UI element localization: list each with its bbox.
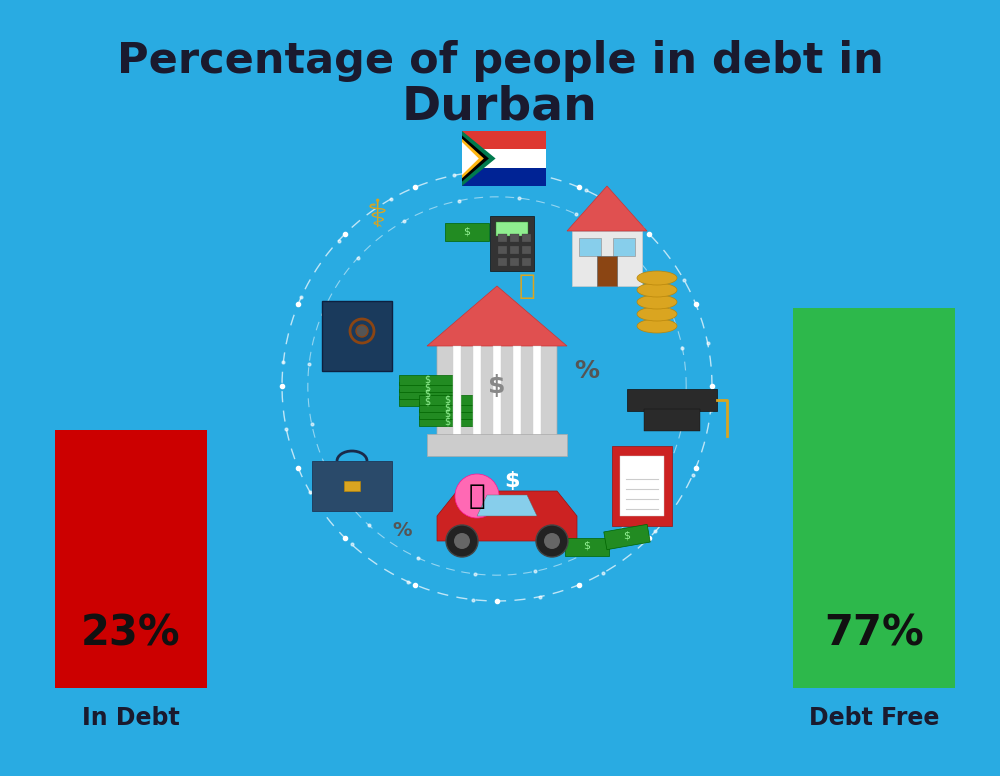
- Text: $: $: [464, 226, 471, 236]
- Bar: [462, 149, 546, 168]
- Polygon shape: [477, 495, 537, 516]
- Text: $: $: [584, 541, 590, 551]
- Text: $: $: [444, 395, 450, 405]
- Text: $: $: [624, 531, 631, 541]
- Bar: [473, 346, 481, 436]
- Bar: [490, 216, 534, 271]
- Bar: [399, 396, 455, 406]
- Bar: [462, 168, 546, 186]
- Polygon shape: [437, 491, 577, 541]
- Bar: [522, 258, 531, 266]
- Bar: [344, 481, 360, 491]
- Circle shape: [536, 525, 568, 557]
- Text: $: $: [444, 409, 450, 419]
- Bar: [579, 238, 601, 256]
- Polygon shape: [462, 131, 496, 186]
- Text: 🗝: 🗝: [519, 272, 535, 300]
- Circle shape: [446, 525, 478, 557]
- Text: $: $: [424, 375, 430, 385]
- Text: %: %: [392, 521, 412, 541]
- Bar: [322, 301, 392, 371]
- Bar: [419, 409, 475, 419]
- Bar: [399, 389, 455, 399]
- Bar: [510, 258, 519, 266]
- Polygon shape: [437, 326, 557, 436]
- Ellipse shape: [637, 319, 677, 333]
- Text: 🐷: 🐷: [469, 482, 485, 510]
- Bar: [604, 525, 650, 549]
- Bar: [513, 346, 521, 436]
- Bar: [445, 223, 489, 241]
- Ellipse shape: [637, 271, 677, 285]
- Text: $: $: [444, 402, 450, 412]
- Text: 23%: 23%: [81, 612, 181, 654]
- Polygon shape: [462, 142, 479, 175]
- Polygon shape: [462, 135, 489, 182]
- Bar: [522, 234, 531, 242]
- Text: $: $: [424, 382, 430, 392]
- Bar: [572, 231, 642, 286]
- Bar: [644, 409, 700, 431]
- Bar: [419, 416, 475, 426]
- Circle shape: [356, 325, 368, 337]
- Ellipse shape: [637, 307, 677, 321]
- Bar: [498, 258, 507, 266]
- Text: 77%: 77%: [824, 612, 924, 654]
- Ellipse shape: [637, 295, 677, 309]
- Bar: [612, 446, 672, 526]
- Text: $: $: [504, 471, 520, 491]
- Bar: [533, 346, 541, 436]
- Text: Percentage of people in debt in: Percentage of people in debt in: [117, 40, 883, 82]
- Circle shape: [544, 533, 560, 549]
- Bar: [399, 375, 455, 385]
- Text: $: $: [424, 396, 430, 406]
- Text: $: $: [488, 374, 506, 398]
- Bar: [493, 346, 501, 436]
- Bar: [565, 538, 609, 556]
- Text: Debt Free: Debt Free: [809, 706, 939, 730]
- Circle shape: [454, 533, 470, 549]
- Bar: [627, 389, 717, 411]
- Polygon shape: [567, 186, 647, 231]
- Bar: [55, 430, 207, 688]
- Bar: [312, 461, 392, 511]
- Bar: [427, 434, 567, 456]
- Bar: [496, 222, 528, 236]
- Bar: [510, 234, 519, 242]
- Bar: [453, 346, 461, 436]
- Text: In Debt: In Debt: [82, 706, 180, 730]
- Bar: [613, 238, 635, 256]
- Circle shape: [455, 474, 499, 518]
- Bar: [399, 382, 455, 392]
- Text: ⚕: ⚕: [366, 197, 388, 235]
- Bar: [419, 402, 475, 412]
- Polygon shape: [427, 286, 567, 346]
- Bar: [498, 246, 507, 254]
- Bar: [597, 256, 617, 286]
- Bar: [498, 234, 507, 242]
- Text: Durban: Durban: [402, 84, 598, 129]
- Text: $: $: [444, 416, 450, 426]
- Text: %: %: [574, 359, 600, 383]
- Bar: [620, 456, 664, 516]
- Bar: [522, 246, 531, 254]
- Bar: [419, 395, 475, 405]
- Bar: [510, 246, 519, 254]
- Text: $: $: [424, 389, 430, 399]
- Ellipse shape: [637, 283, 677, 297]
- Polygon shape: [462, 139, 484, 178]
- Bar: [462, 131, 546, 186]
- Bar: [793, 308, 955, 688]
